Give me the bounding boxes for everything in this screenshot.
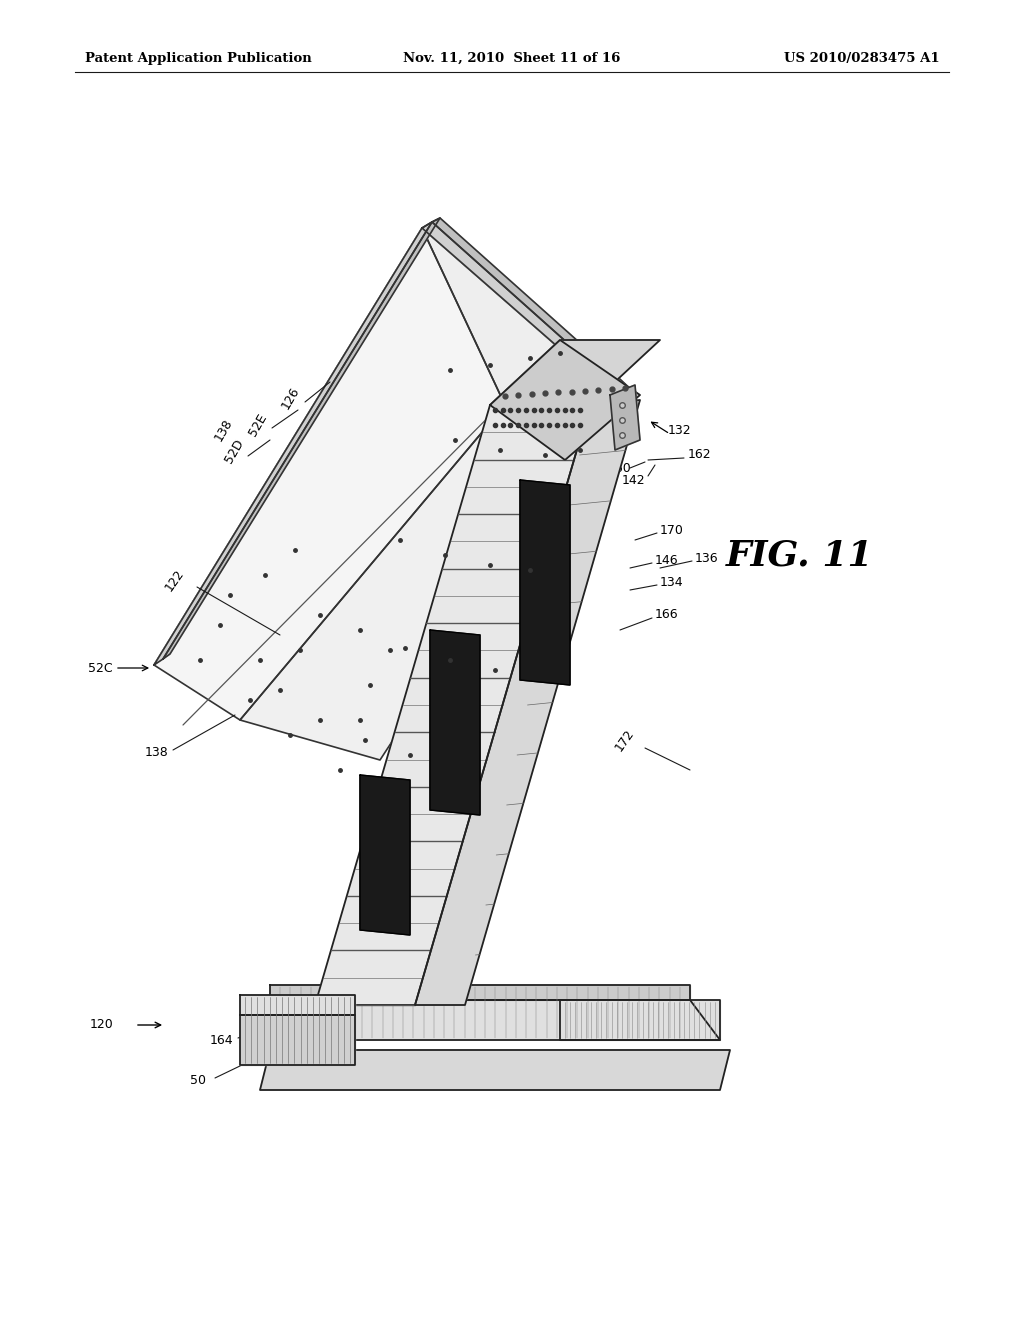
Text: Patent Application Publication: Patent Application Publication (85, 51, 311, 65)
Text: 142: 142 (248, 1011, 271, 1024)
Text: 120: 120 (90, 1019, 114, 1031)
Polygon shape (590, 372, 628, 403)
Polygon shape (240, 400, 615, 760)
Polygon shape (415, 400, 640, 1005)
Polygon shape (163, 218, 440, 659)
Text: 172: 172 (612, 727, 637, 754)
Text: 166: 166 (655, 609, 679, 622)
Text: 138: 138 (212, 416, 236, 444)
Polygon shape (360, 775, 410, 935)
Polygon shape (490, 341, 640, 459)
Text: 164: 164 (210, 1034, 233, 1047)
Text: 170: 170 (660, 524, 684, 536)
Text: 142: 142 (622, 474, 645, 487)
Text: 146: 146 (655, 553, 679, 566)
Polygon shape (490, 341, 660, 405)
Text: 126: 126 (280, 384, 302, 412)
Polygon shape (315, 405, 590, 1005)
Text: 52C: 52C (88, 661, 113, 675)
Text: 122: 122 (163, 566, 186, 594)
Text: 52F: 52F (553, 384, 575, 396)
Text: 128: 128 (543, 363, 566, 376)
Polygon shape (154, 228, 505, 719)
Text: Nov. 11, 2010  Sheet 11 of 16: Nov. 11, 2010 Sheet 11 of 16 (403, 51, 621, 65)
Text: 52E: 52E (247, 412, 269, 438)
Text: 164: 164 (568, 449, 592, 462)
Polygon shape (422, 222, 600, 375)
Polygon shape (260, 1049, 730, 1090)
Text: 136: 136 (695, 552, 719, 565)
Polygon shape (240, 995, 355, 1015)
Text: 134: 134 (660, 576, 684, 589)
Text: 162: 162 (688, 449, 712, 462)
Text: 160: 160 (608, 462, 632, 474)
Polygon shape (270, 985, 690, 1001)
Polygon shape (610, 385, 640, 450)
Polygon shape (520, 480, 570, 685)
Text: 138: 138 (145, 747, 169, 759)
Polygon shape (154, 222, 432, 665)
Text: 50: 50 (190, 1073, 206, 1086)
Polygon shape (432, 218, 608, 372)
Text: 52D: 52D (222, 437, 247, 465)
Text: US 2010/0283475 A1: US 2010/0283475 A1 (784, 51, 940, 65)
Polygon shape (422, 228, 615, 405)
Text: 130: 130 (245, 998, 268, 1011)
Polygon shape (560, 1001, 720, 1040)
Polygon shape (240, 1015, 355, 1065)
Polygon shape (270, 1001, 720, 1040)
Polygon shape (600, 368, 636, 399)
Text: FIG. 11: FIG. 11 (726, 539, 873, 572)
Text: 132: 132 (668, 424, 691, 437)
Polygon shape (430, 630, 480, 814)
